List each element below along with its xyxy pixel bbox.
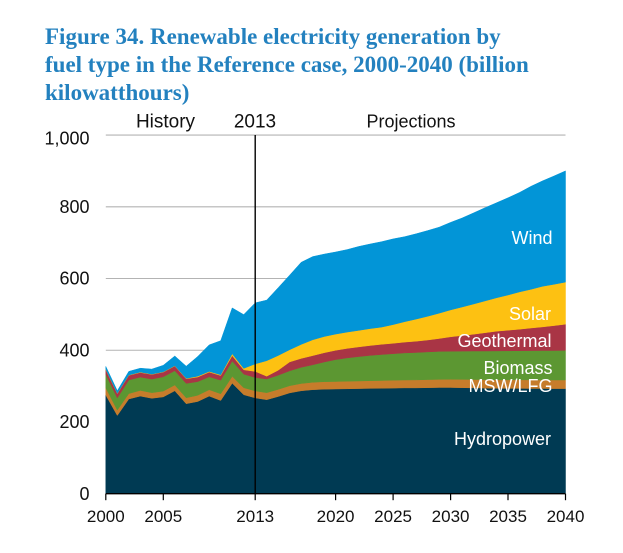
svg-text:Geothermal: Geothermal bbox=[457, 331, 551, 351]
svg-text:2025: 2025 bbox=[374, 507, 412, 526]
svg-text:fuel type in the Reference cas: fuel type in the Reference case, 2000-20… bbox=[45, 52, 529, 77]
svg-text:400: 400 bbox=[59, 340, 89, 360]
svg-text:2013: 2013 bbox=[234, 112, 276, 133]
svg-text:2000: 2000 bbox=[87, 507, 125, 526]
svg-text:2040: 2040 bbox=[547, 507, 585, 526]
svg-text:Figure 34. Renewable electrici: Figure 34. Renewable electricity generat… bbox=[45, 24, 501, 49]
svg-text:2005: 2005 bbox=[144, 507, 182, 526]
svg-text:Solar: Solar bbox=[509, 304, 551, 324]
svg-text:600: 600 bbox=[59, 269, 89, 289]
svg-text:History: History bbox=[136, 112, 196, 133]
svg-text:2020: 2020 bbox=[317, 507, 355, 526]
svg-text:MSW/LFG: MSW/LFG bbox=[469, 376, 553, 396]
svg-text:2030: 2030 bbox=[432, 507, 470, 526]
svg-text:Hydropower: Hydropower bbox=[454, 429, 551, 449]
svg-text:200: 200 bbox=[59, 412, 89, 432]
svg-text:2013: 2013 bbox=[236, 507, 274, 526]
svg-text:Biomass: Biomass bbox=[483, 358, 552, 378]
svg-text:2035: 2035 bbox=[489, 507, 527, 526]
svg-text:Projections: Projections bbox=[366, 112, 455, 132]
svg-text:Wind: Wind bbox=[511, 228, 552, 248]
svg-text:0: 0 bbox=[79, 484, 89, 504]
svg-text:800: 800 bbox=[59, 197, 89, 217]
svg-text:kilowatthours): kilowatthours) bbox=[45, 80, 189, 105]
svg-text:1,000: 1,000 bbox=[44, 129, 89, 149]
